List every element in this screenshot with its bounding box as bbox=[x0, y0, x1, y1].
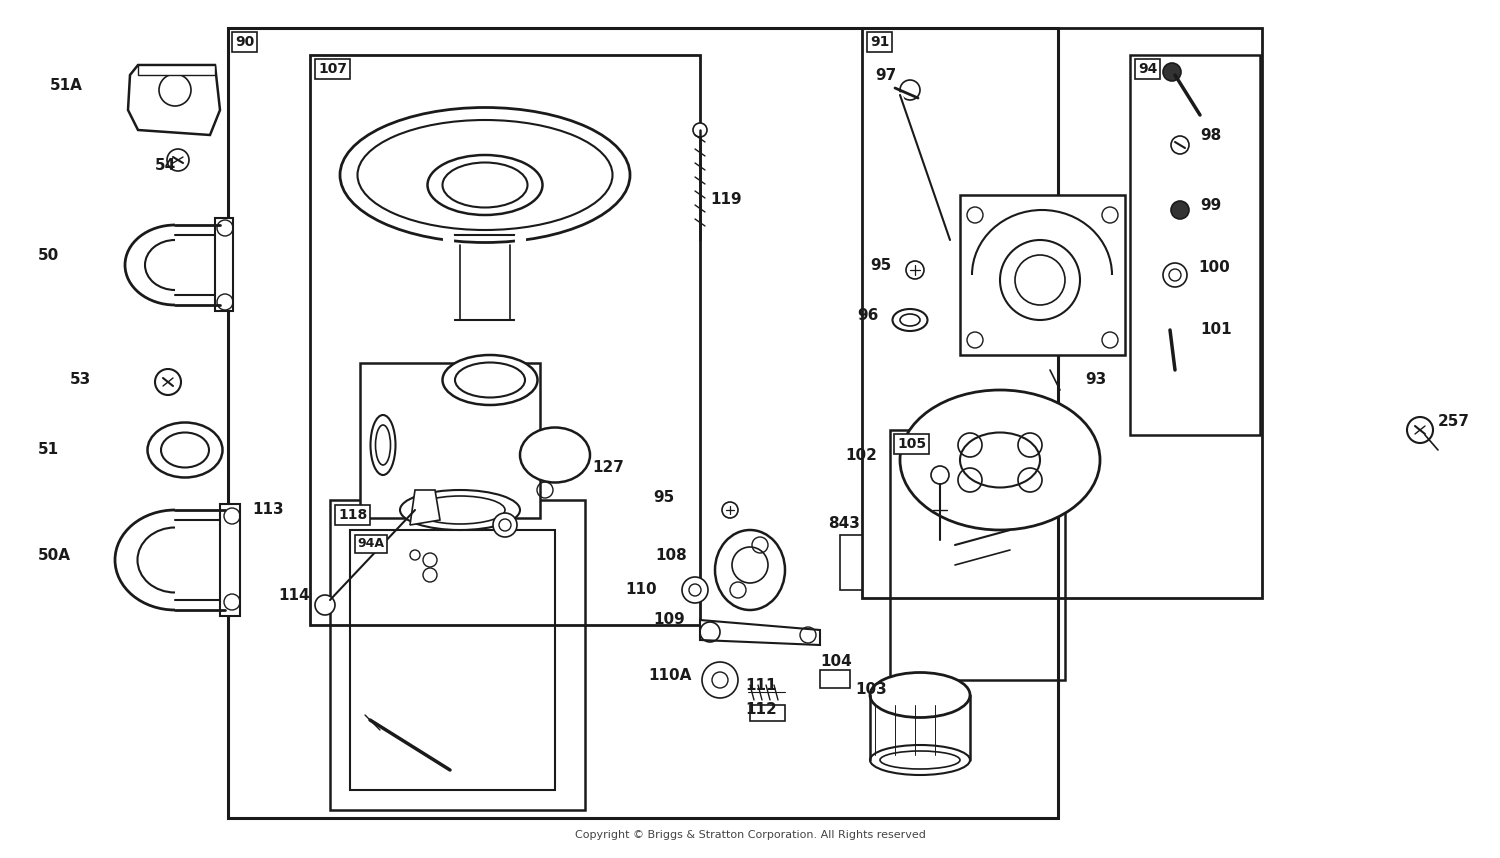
Text: 114: 114 bbox=[278, 588, 309, 602]
Bar bbox=[330, 500, 585, 810]
Text: 94A: 94A bbox=[357, 537, 384, 550]
Circle shape bbox=[1162, 263, 1186, 287]
Text: 113: 113 bbox=[252, 503, 284, 517]
Text: 51A: 51A bbox=[50, 77, 82, 93]
Text: 104: 104 bbox=[821, 655, 852, 669]
Text: 51: 51 bbox=[38, 443, 58, 457]
Text: 94: 94 bbox=[1138, 62, 1158, 76]
Bar bbox=[890, 430, 1065, 680]
Bar bbox=[821, 670, 850, 688]
Bar bbox=[840, 535, 862, 590]
Text: 99: 99 bbox=[1200, 197, 1221, 213]
Text: 103: 103 bbox=[855, 682, 886, 698]
Ellipse shape bbox=[520, 427, 590, 482]
Circle shape bbox=[1172, 201, 1190, 219]
Text: 96: 96 bbox=[856, 307, 879, 323]
Ellipse shape bbox=[900, 390, 1100, 530]
Text: 109: 109 bbox=[652, 613, 684, 627]
Circle shape bbox=[932, 466, 950, 484]
Circle shape bbox=[722, 502, 738, 518]
Text: 98: 98 bbox=[1200, 128, 1221, 142]
Text: 50A: 50A bbox=[38, 547, 70, 563]
Text: 257: 257 bbox=[1438, 414, 1470, 430]
Text: 118: 118 bbox=[338, 508, 368, 522]
Polygon shape bbox=[128, 65, 220, 135]
Text: 107: 107 bbox=[318, 62, 346, 76]
Circle shape bbox=[702, 662, 738, 698]
Circle shape bbox=[154, 369, 182, 395]
Bar bbox=[138, 65, 214, 75]
Polygon shape bbox=[410, 490, 440, 525]
Circle shape bbox=[1172, 136, 1190, 154]
Text: 97: 97 bbox=[874, 68, 897, 82]
Bar bbox=[214, 218, 232, 311]
Text: 119: 119 bbox=[710, 192, 741, 208]
Bar bbox=[360, 363, 540, 518]
Circle shape bbox=[693, 123, 706, 137]
Bar bbox=[448, 235, 520, 320]
Circle shape bbox=[166, 149, 189, 171]
Text: 50: 50 bbox=[38, 247, 60, 263]
Circle shape bbox=[900, 80, 920, 100]
Text: 843: 843 bbox=[828, 516, 860, 530]
Text: 53: 53 bbox=[70, 372, 92, 388]
Bar bbox=[310, 55, 700, 625]
Circle shape bbox=[682, 577, 708, 603]
Ellipse shape bbox=[716, 530, 784, 610]
Text: 108: 108 bbox=[656, 547, 687, 563]
Bar bbox=[862, 28, 1262, 598]
Text: 90: 90 bbox=[236, 35, 254, 49]
Text: 100: 100 bbox=[1198, 261, 1230, 275]
Circle shape bbox=[494, 513, 517, 537]
Text: 105: 105 bbox=[897, 437, 926, 451]
Ellipse shape bbox=[870, 673, 970, 717]
Polygon shape bbox=[700, 620, 820, 645]
Circle shape bbox=[906, 261, 924, 279]
Text: 111: 111 bbox=[746, 678, 777, 692]
Bar bbox=[750, 705, 784, 721]
Bar bbox=[220, 504, 240, 616]
Text: Copyright © Briggs & Stratton Corporation. All Rights reserved: Copyright © Briggs & Stratton Corporatio… bbox=[574, 830, 926, 840]
Ellipse shape bbox=[892, 309, 927, 331]
Circle shape bbox=[315, 595, 334, 615]
Ellipse shape bbox=[147, 422, 222, 478]
Ellipse shape bbox=[340, 107, 630, 243]
Text: 95: 95 bbox=[652, 491, 675, 505]
Ellipse shape bbox=[870, 745, 970, 775]
Bar bbox=[1130, 55, 1260, 435]
Text: 110A: 110A bbox=[648, 668, 692, 682]
Text: 127: 127 bbox=[592, 461, 624, 475]
Ellipse shape bbox=[400, 490, 520, 530]
Circle shape bbox=[1407, 417, 1432, 443]
Text: 110: 110 bbox=[626, 583, 657, 597]
Text: 102: 102 bbox=[844, 448, 877, 462]
Text: 95: 95 bbox=[870, 257, 891, 273]
Text: 93: 93 bbox=[1084, 372, 1106, 388]
Ellipse shape bbox=[427, 155, 543, 215]
Bar bbox=[960, 195, 1125, 355]
Text: 91: 91 bbox=[870, 35, 889, 49]
Circle shape bbox=[1162, 63, 1180, 81]
Ellipse shape bbox=[442, 355, 537, 405]
Text: 54: 54 bbox=[154, 158, 177, 172]
Bar bbox=[350, 530, 555, 790]
Text: 112: 112 bbox=[746, 703, 777, 717]
Bar bbox=[228, 28, 1058, 818]
Text: 101: 101 bbox=[1200, 323, 1231, 337]
Ellipse shape bbox=[370, 415, 396, 475]
